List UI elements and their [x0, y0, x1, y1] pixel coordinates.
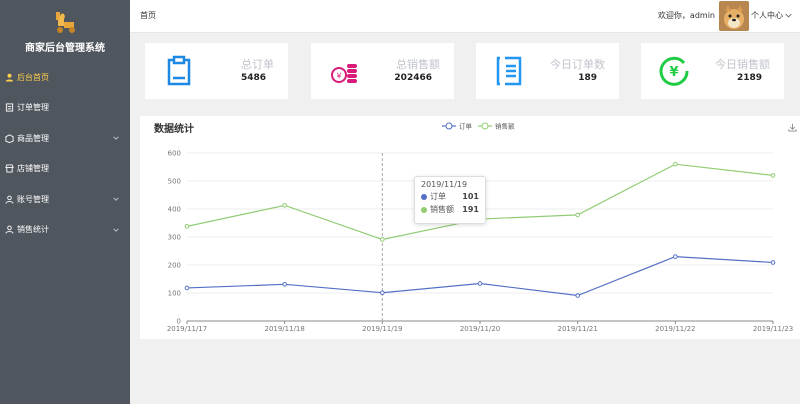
- sidebar-item-label: 商品管理: [17, 133, 49, 143]
- goods-icon: [5, 134, 14, 143]
- card-label: 今日订单数: [550, 58, 605, 71]
- card-value: 5486: [240, 73, 266, 83]
- sidebar-item-4[interactable]: 账号管理: [0, 184, 130, 215]
- card-value: 202466: [394, 73, 432, 83]
- chevron-down-icon: [113, 197, 119, 201]
- data-point: [184, 285, 190, 291]
- x-tick-label: 2019/11/23: [753, 325, 793, 333]
- card-label: 总销售额: [396, 58, 440, 71]
- card-value: 189: [578, 73, 597, 83]
- chart-tooltip: 2019/11/19 订单 101 销售额 191: [414, 176, 486, 224]
- card-today-sales: ¥ 今日销售额 2189: [641, 43, 784, 99]
- tooltip-series-name: 销售额: [430, 205, 454, 214]
- shop-icon: [5, 164, 14, 173]
- data-point: [380, 290, 385, 296]
- brand: 商家后台管理系统: [0, 0, 130, 62]
- tooltip-series-value: 191: [462, 205, 479, 214]
- legend-label: 销售额: [495, 122, 515, 131]
- svg-text:¥: ¥: [669, 65, 678, 80]
- tooltip-series-value: 101: [462, 192, 479, 201]
- sidebar: 商家后台管理系统 后台首页订单管理商品管理店铺管理账号管理销售统计: [0, 0, 130, 404]
- x-tick-label: 2019/11/21: [557, 325, 597, 333]
- list-icon: [496, 56, 522, 86]
- user-menu-label: 个人中心: [751, 11, 783, 20]
- card-total-orders: 总订单 5486: [145, 43, 288, 99]
- y-tick-label: 200: [168, 262, 181, 270]
- data-point: [477, 281, 483, 286]
- data-point: [575, 293, 580, 298]
- avatar[interactable]: [719, 1, 749, 31]
- series-line-0: [186, 255, 774, 297]
- y-tick-label: 0: [177, 318, 181, 326]
- sidebar-item-label: 店铺管理: [17, 164, 49, 174]
- sidebar-item-0[interactable]: 后台首页: [0, 62, 130, 93]
- y-tick-label: 300: [168, 234, 181, 242]
- x-tick-label: 2019/11/19: [362, 325, 402, 333]
- order-icon: [5, 103, 14, 112]
- data-point: [673, 161, 678, 167]
- y-tick-label: 100: [168, 290, 181, 298]
- data-point: [575, 212, 580, 218]
- sidebar-item-5[interactable]: 销售统计: [0, 215, 130, 246]
- logo-icon: [56, 12, 75, 33]
- clipboard-icon: [167, 55, 191, 86]
- sidebar-item-label: 销售统计: [17, 225, 49, 235]
- coins-icon: ¥: [331, 64, 357, 83]
- yuan-icon: ¥: [659, 56, 689, 86]
- tooltip-series-name: 订单: [430, 192, 446, 201]
- line-chart[interactable]: 0 100 200 300 400 500 600 2019/11/17 2019/11/18 2…: [140, 116, 800, 339]
- y-tick-label: 400: [168, 206, 181, 214]
- account-icon: [5, 195, 14, 204]
- legend-label: 订单: [459, 122, 473, 131]
- card-label: 总订单: [241, 58, 274, 71]
- series-dot: [421, 193, 427, 200]
- legend-swatch-icon: [481, 122, 489, 130]
- data-point: [282, 203, 287, 208]
- data-point: [770, 260, 776, 265]
- chevron-down-icon: [113, 227, 119, 232]
- sidebar-item-1[interactable]: 订单管理: [0, 93, 130, 124]
- tooltip-category: 2019/11/19: [421, 180, 468, 189]
- data-point: [673, 254, 678, 259]
- sidebar-item-2[interactable]: 商品管理: [0, 123, 130, 154]
- x-tick-label: 2019/11/18: [264, 325, 304, 333]
- user-icon: [5, 73, 14, 82]
- tooltip-row: 订单 101: [421, 191, 479, 202]
- card-label: 今日销售额: [715, 58, 770, 71]
- sidebar-menu: 后台首页订单管理商品管理店铺管理账号管理销售统计: [0, 62, 130, 245]
- data-point: [184, 224, 190, 229]
- series-dot: [421, 206, 427, 213]
- sidebar-item-label: 订单管理: [17, 103, 49, 113]
- y-tick-label: 500: [168, 178, 181, 186]
- legend-swatch-icon: [445, 122, 453, 130]
- data-point: [380, 237, 385, 242]
- x-tick-label: 2019/11/17: [167, 325, 207, 333]
- chart-title: 数据统计: [154, 124, 194, 135]
- stats-icon: [5, 225, 14, 234]
- sidebar-item-3[interactable]: 店铺管理: [0, 154, 130, 185]
- x-tick-label: 2019/11/20: [460, 325, 500, 333]
- breadcrumb[interactable]: 首页: [140, 11, 156, 20]
- x-tick-label: 2019/11/22: [655, 325, 695, 333]
- data-point: [282, 282, 287, 287]
- tooltip-row: 销售额 191: [421, 204, 479, 215]
- card-today-orders: 今日订单数 189: [476, 43, 619, 99]
- app-title: 商家后台管理系统: [25, 43, 105, 54]
- svg-text:¥: ¥: [336, 72, 341, 81]
- chevron-down-icon: [785, 13, 792, 18]
- card-value: 2189: [736, 73, 762, 83]
- y-tick-label: 600: [168, 150, 181, 158]
- download-icon[interactable]: [788, 123, 797, 132]
- chevron-down-icon: [113, 136, 119, 140]
- sidebar-item-label: 后台首页: [17, 72, 49, 82]
- card-total-sales: ¥ 总销售额 202466: [311, 43, 454, 99]
- user-menu[interactable]: 个人中心: [751, 10, 792, 21]
- sidebar-item-label: 账号管理: [17, 194, 49, 204]
- header: 首页 欢迎你，admin 个人中心: [130, 0, 800, 33]
- dog-avatar-icon: [719, 1, 749, 31]
- data-point: [770, 173, 776, 178]
- chart-panel: 数据统计 0 100 200 300 400 500 600 2019/11/17 2019/1…: [140, 116, 800, 339]
- welcome-text: 欢迎你，admin: [657, 11, 715, 20]
